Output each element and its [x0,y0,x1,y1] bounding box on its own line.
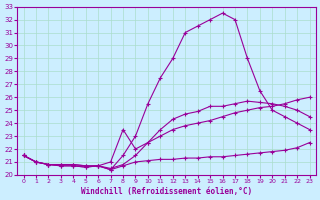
X-axis label: Windchill (Refroidissement éolien,°C): Windchill (Refroidissement éolien,°C) [81,187,252,196]
